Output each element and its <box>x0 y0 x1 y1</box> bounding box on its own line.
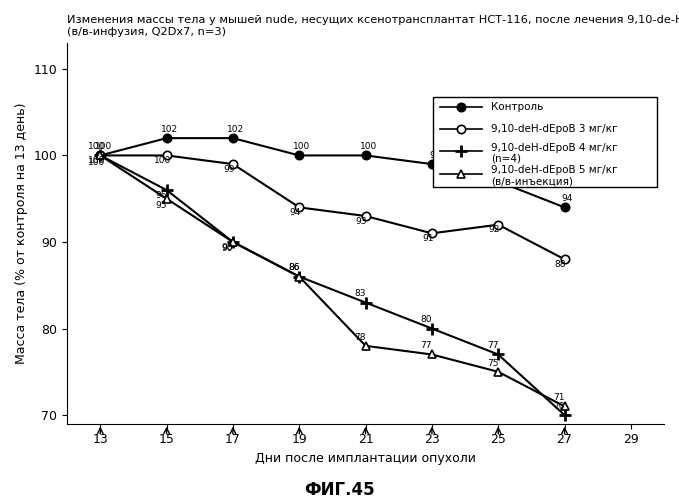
Text: ФИГ.45: ФИГ.45 <box>304 481 375 499</box>
FancyBboxPatch shape <box>433 97 657 186</box>
Text: 71: 71 <box>553 393 565 402</box>
Text: 93: 93 <box>356 216 367 226</box>
Text: 94: 94 <box>562 194 573 203</box>
Text: 9,10-deH-dEpoB 5 мг/кг: 9,10-deH-dEpoB 5 мг/кг <box>491 165 618 175</box>
Text: 102: 102 <box>227 125 244 134</box>
Text: 100: 100 <box>360 142 377 152</box>
Text: 100: 100 <box>88 156 105 165</box>
Text: Изменения массы тела у мышей nude, несущих ксенотрансплантат НСТ-116, после лече: Изменения массы тела у мышей nude, несущ… <box>67 15 679 36</box>
Text: 86: 86 <box>288 264 299 272</box>
Text: 96: 96 <box>155 191 167 200</box>
Text: 80: 80 <box>420 316 432 324</box>
Text: 95: 95 <box>155 201 167 210</box>
Text: 99: 99 <box>429 151 441 160</box>
Text: 90: 90 <box>221 242 233 252</box>
Text: 83: 83 <box>354 290 366 298</box>
Text: 9,10-deH-dEpoB 4 мг/кг: 9,10-deH-dEpoB 4 мг/кг <box>491 142 618 152</box>
Text: 97: 97 <box>495 168 507 177</box>
Text: 77: 77 <box>487 342 498 350</box>
Text: 94: 94 <box>289 208 301 217</box>
Text: 75: 75 <box>487 358 498 368</box>
X-axis label: Дни после имплантации опухоли: Дни после имплантации опухоли <box>255 452 476 465</box>
Text: 4 мг/кг: 4 мг/кг <box>452 104 494 114</box>
Text: 91: 91 <box>422 234 433 243</box>
Text: 77: 77 <box>420 342 432 350</box>
Text: 100: 100 <box>94 142 112 152</box>
Text: 102: 102 <box>161 125 178 134</box>
Text: 100: 100 <box>293 142 311 152</box>
Text: 9,10-deH-dEpoB 3 мг/кг: 9,10-deH-dEpoB 3 мг/кг <box>491 124 618 134</box>
Text: 88: 88 <box>555 260 566 269</box>
Text: 100: 100 <box>88 142 105 152</box>
Text: 70: 70 <box>553 402 565 411</box>
Text: (n=4): (n=4) <box>491 154 521 164</box>
Text: 100: 100 <box>154 156 171 165</box>
Y-axis label: Масса тела (% от контроля на 13 день): Масса тела (% от контроля на 13 день) <box>15 102 28 364</box>
Text: Контроль: Контроль <box>491 102 544 112</box>
Text: 90: 90 <box>221 244 233 253</box>
Text: 99: 99 <box>223 165 234 174</box>
Text: (в/в-инъекция): (в/в-инъекция) <box>491 176 573 186</box>
Text: 86: 86 <box>288 264 299 272</box>
Text: 92: 92 <box>488 226 500 234</box>
Text: 100: 100 <box>88 158 105 166</box>
Text: 78: 78 <box>354 332 366 342</box>
